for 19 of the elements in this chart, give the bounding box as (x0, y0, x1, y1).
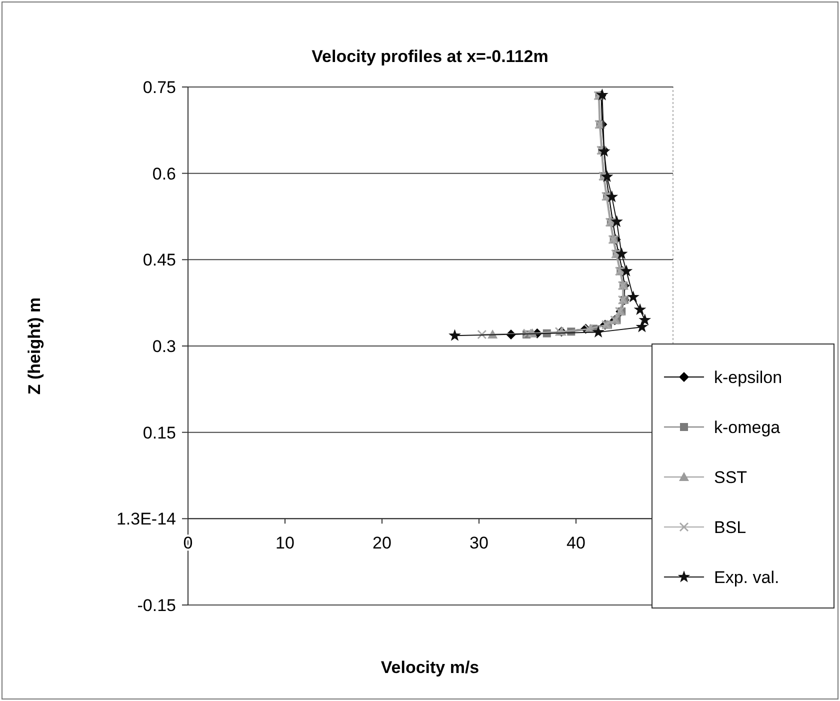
legend-label: BSL (714, 518, 746, 537)
legend-label: Exp. val. (714, 568, 780, 587)
x-axis-title: Velocity m/s (380, 658, 480, 677)
y-tick-label: -0.15 (137, 596, 176, 615)
x-tick-label: 30 (470, 534, 488, 553)
legend-label: k-epsilon (714, 368, 782, 387)
x-tick-label: 20 (372, 534, 392, 553)
legend-label: SST (714, 468, 748, 487)
x-tick-label: 10 (276, 534, 294, 553)
legend-label: k-omega (714, 418, 781, 437)
y-tick-label: 0.75 (142, 78, 176, 97)
y-tick-label: 1.3E-14 (116, 510, 176, 529)
y-tick-label: 0.6 (152, 164, 176, 184)
y-axis-title: Z (height) m (25, 297, 44, 395)
y-tick-label: 0.15 (142, 423, 176, 442)
x-tick-label: 40 (566, 534, 586, 553)
y-tick-label: 0.3 (152, 336, 176, 356)
chart-title: Velocity profiles at x=-0.112m (312, 47, 548, 66)
y-tick-label: 0.45 (142, 250, 176, 270)
